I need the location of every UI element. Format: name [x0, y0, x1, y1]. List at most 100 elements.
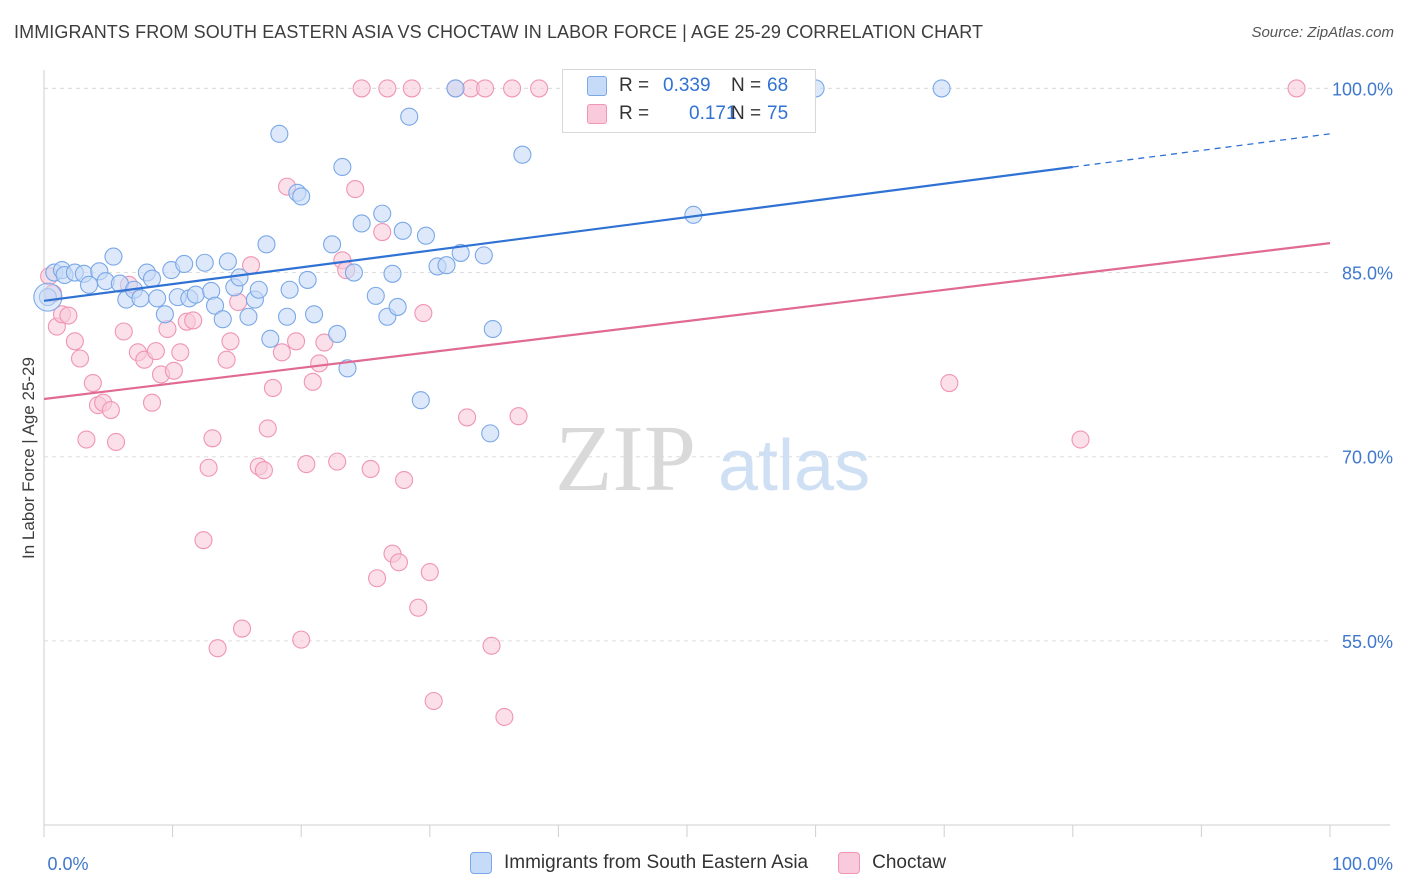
point-choctaw [476, 79, 495, 98]
point-choctaw [458, 408, 477, 427]
point-choctaw [495, 707, 514, 727]
point-choctaw [77, 430, 96, 449]
point-immigrants [213, 310, 232, 329]
trend-line-choctaw [43, 242, 1331, 401]
point-choctaw [254, 461, 273, 480]
legend-label-choctaw: Choctaw [872, 852, 947, 873]
n-label: N = [731, 103, 762, 124]
point-immigrants [373, 204, 392, 223]
point-immigrants [249, 280, 268, 299]
point-immigrants [366, 286, 385, 305]
point-choctaw [503, 79, 522, 98]
point-immigrants [142, 269, 162, 288]
n-value-choctaw: 75 [767, 103, 789, 124]
point-choctaw [194, 531, 213, 550]
r-label: R = [619, 75, 650, 96]
tick-labels: 55.0% 70.0% 85.0% 100.0% 0.0% 100.0% In Labor … [19, 79, 1393, 874]
y-tick-label: 55.0% [1342, 632, 1393, 652]
point-immigrants [338, 359, 357, 378]
point-choctaw [203, 429, 222, 448]
point-immigrants [155, 305, 174, 324]
point-immigrants [483, 319, 502, 339]
point-immigrants [383, 264, 402, 283]
watermark-zip: ZIP [555, 407, 696, 511]
point-choctaw [424, 691, 443, 711]
source-credit: Source: ZipAtlas.com [1251, 24, 1394, 41]
point-immigrants [393, 221, 412, 240]
point-immigrants [257, 235, 276, 254]
point-immigrants [333, 157, 352, 177]
point-immigrants [278, 307, 297, 326]
point-immigrants [270, 124, 289, 143]
axes [43, 70, 1390, 837]
point-choctaw [221, 332, 240, 351]
point-choctaw [310, 354, 329, 373]
point-choctaw [146, 342, 165, 361]
point-immigrants [218, 252, 237, 271]
point-immigrants [239, 307, 258, 326]
point-choctaw [346, 180, 365, 199]
watermark-atlas: atlas [718, 426, 870, 506]
legend-item-choctaw[interactable]: Choctaw [838, 852, 946, 874]
legend-swatch-immigrants [587, 76, 607, 96]
point-choctaw [292, 630, 311, 649]
point-immigrants [292, 187, 311, 206]
point-choctaw [297, 455, 316, 474]
point-choctaw [65, 332, 84, 351]
data-points [33, 79, 1306, 727]
point-choctaw [373, 222, 392, 242]
point-choctaw [287, 332, 306, 351]
point-choctaw [315, 333, 334, 352]
point-choctaw [199, 458, 218, 477]
stats-legend: R = 0.339 N = 68 R = 0.171 N = 75 [562, 69, 816, 133]
point-immigrants [230, 268, 249, 287]
point-immigrants [261, 329, 280, 348]
y-tick-label: 70.0% [1342, 448, 1393, 468]
y-tick-label: 100.0% [1332, 79, 1393, 99]
point-choctaw [158, 319, 177, 339]
trend-line-immigrants-extension [1072, 133, 1331, 168]
point-immigrants [513, 145, 532, 164]
legend-item-immigrants[interactable]: Immigrants from South Eastern Asia [470, 852, 808, 874]
x-tick-label: 0.0% [47, 854, 88, 874]
y-axis-title: In Labor Force | Age 25-29 [19, 357, 38, 559]
point-choctaw [258, 419, 277, 438]
point-choctaw [171, 343, 190, 362]
grid-lines [44, 87, 1332, 642]
watermark: ZIP atlas [555, 407, 870, 511]
point-choctaw [409, 598, 428, 617]
n-value-immigrants: 68 [767, 75, 789, 96]
point-choctaw [414, 304, 433, 323]
point-choctaw [420, 563, 439, 582]
point-immigrants [280, 280, 299, 299]
point-choctaw [59, 306, 78, 325]
point-choctaw [83, 373, 102, 393]
point-immigrants [328, 324, 347, 343]
point-choctaw [368, 569, 387, 588]
legend-swatch-choctaw [587, 104, 607, 124]
point-immigrants [481, 424, 500, 443]
point-immigrants [175, 254, 194, 274]
point-immigrants [205, 296, 225, 315]
point-choctaw [352, 79, 371, 98]
point-immigrants [305, 305, 324, 324]
point-immigrants [104, 247, 123, 266]
point-choctaw [530, 79, 549, 98]
point-immigrants [298, 270, 317, 289]
point-choctaw [184, 311, 203, 330]
point-choctaw [328, 452, 347, 471]
point-immigrants [451, 243, 470, 262]
point-choctaw [361, 459, 380, 479]
point-immigrants [932, 79, 951, 98]
n-label: N = [731, 75, 762, 96]
legend-label-immigrants: Immigrants from South Eastern Asia [504, 852, 809, 873]
point-immigrants [344, 263, 363, 282]
point-immigrants [33, 282, 63, 312]
point-choctaw [1287, 79, 1306, 98]
point-immigrants [400, 107, 419, 126]
point-choctaw [164, 361, 183, 380]
point-choctaw [389, 553, 408, 572]
point-choctaw [402, 79, 421, 98]
r-value-immigrants: 0.339 [663, 75, 711, 96]
